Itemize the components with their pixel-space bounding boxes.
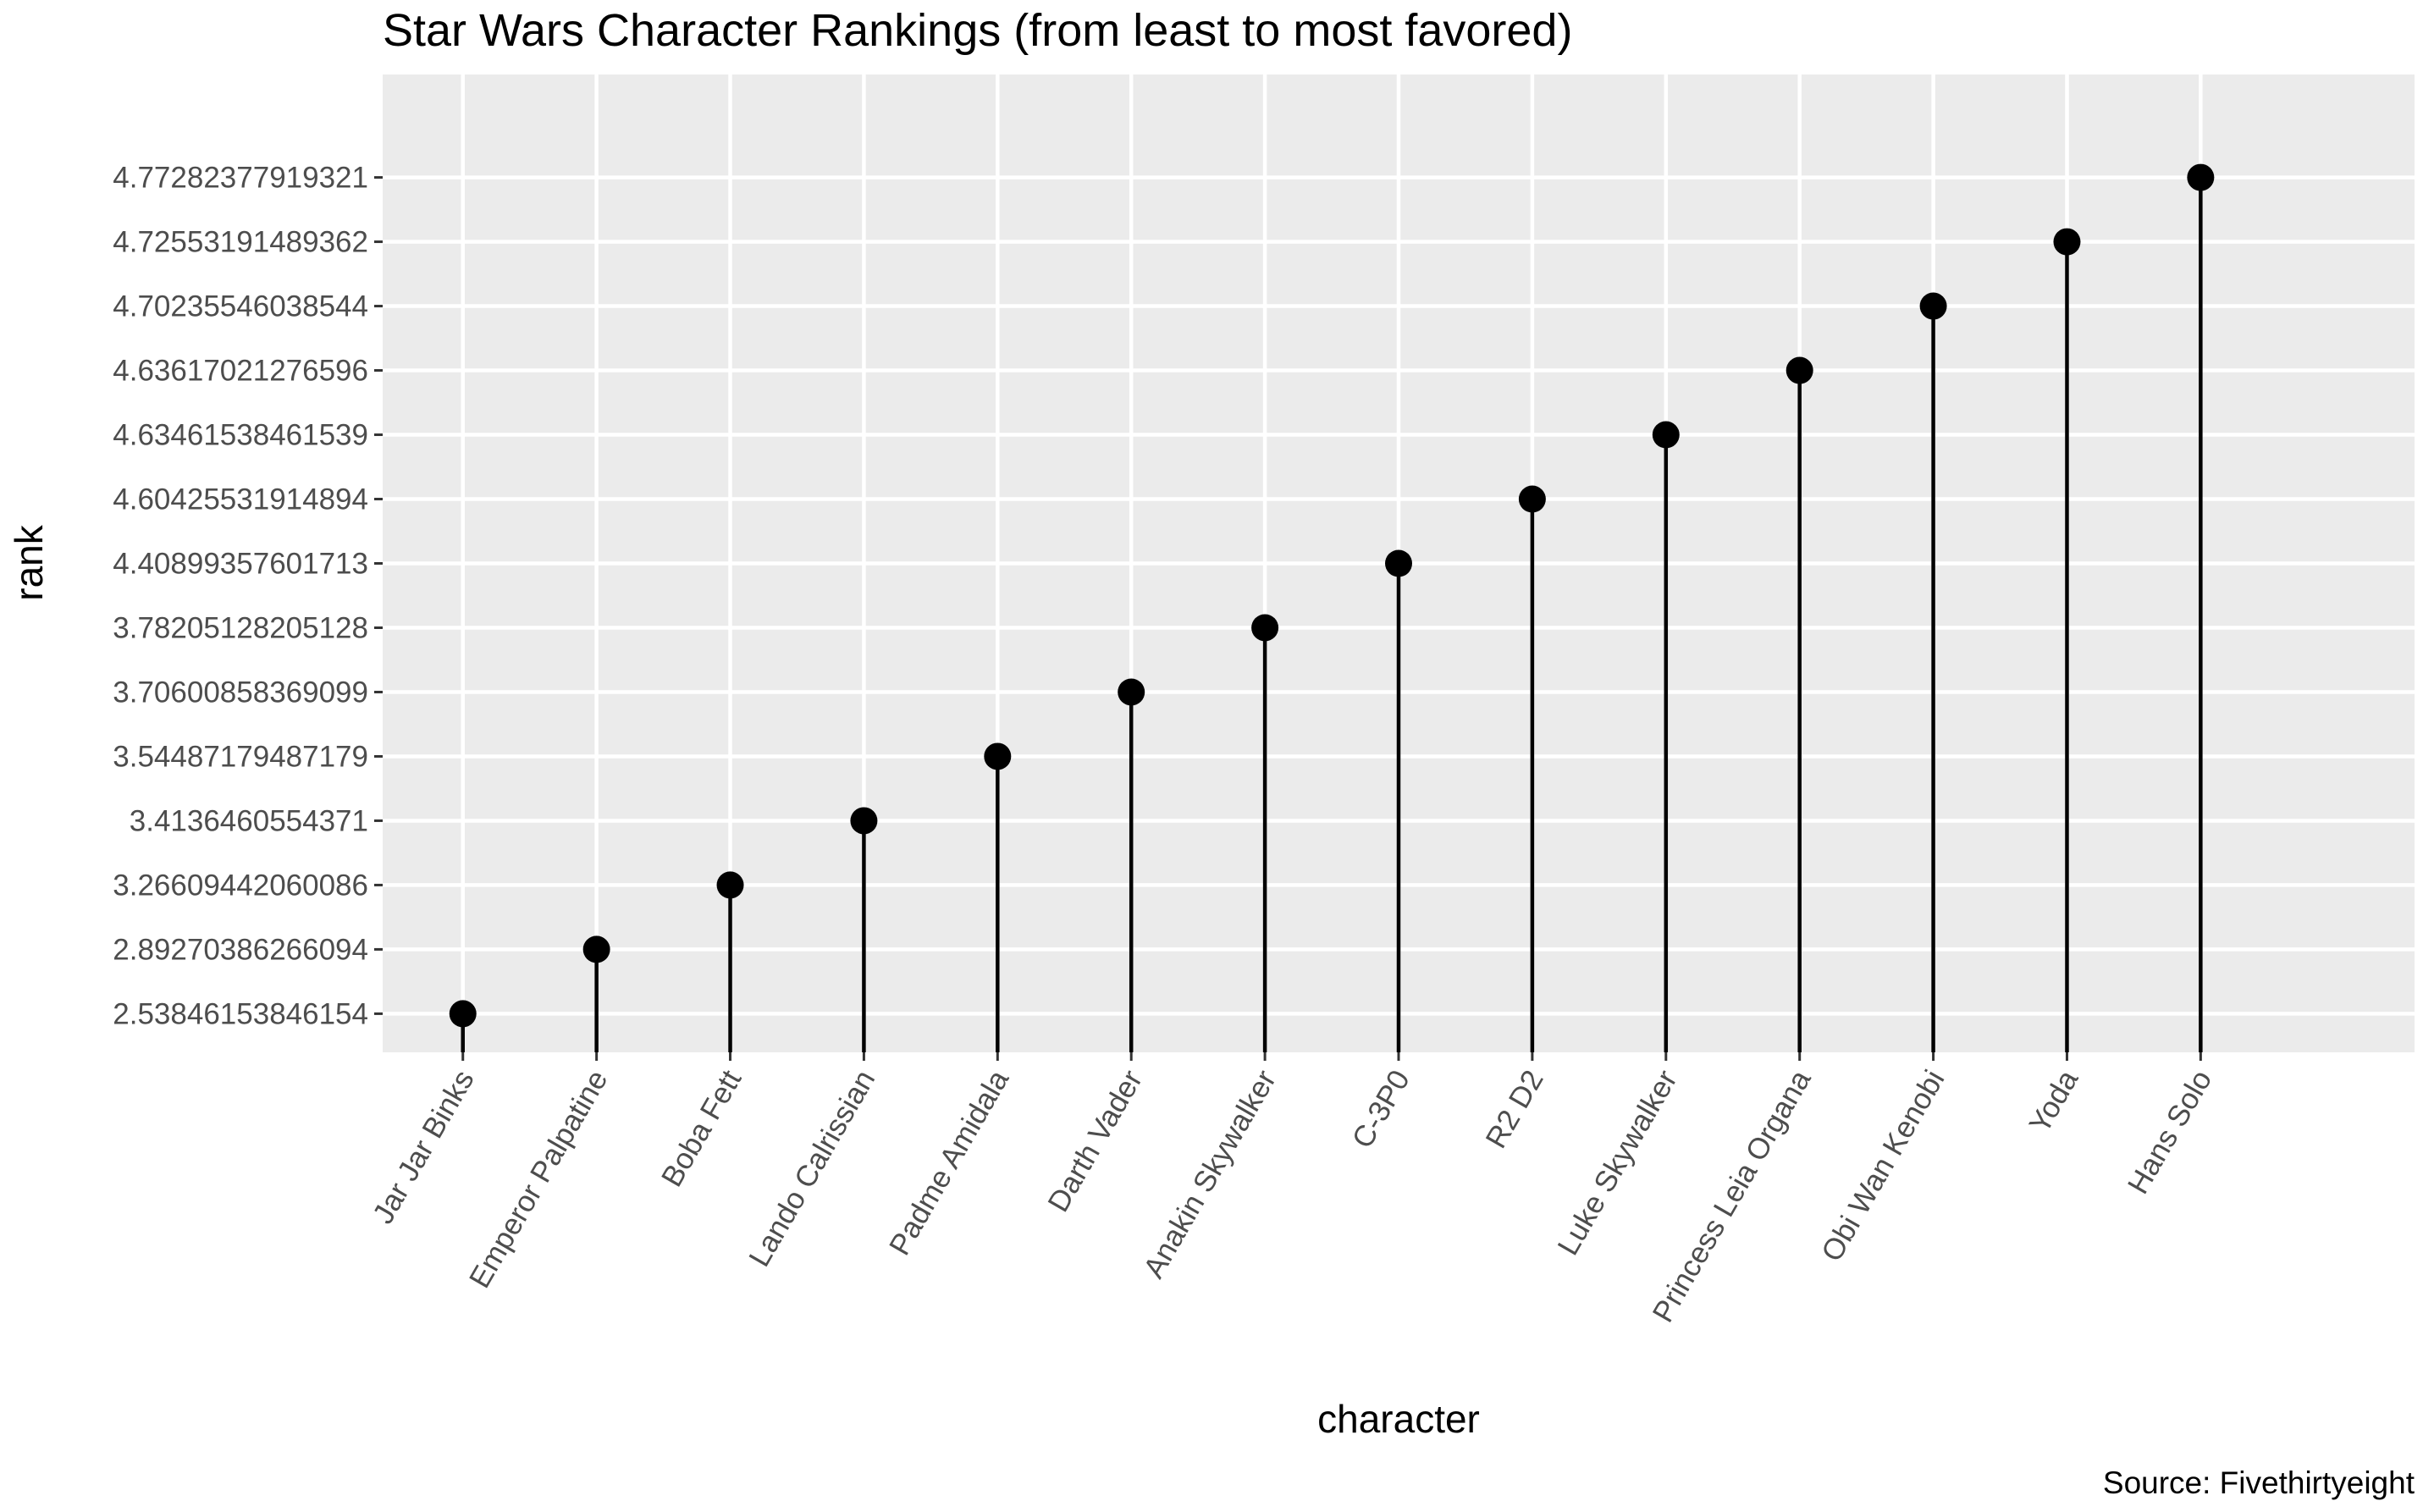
y-tick-label: 4.72553191489362 <box>113 226 368 259</box>
lollipop-point <box>1251 614 1279 642</box>
lollipop-point <box>1118 678 1145 706</box>
lollipop-point <box>449 1000 477 1028</box>
lollipop-point <box>2187 163 2215 191</box>
y-tick-label: 4.63461538461539 <box>113 419 368 452</box>
lollipop-point <box>1919 292 1947 320</box>
y-tick-label: 4.77282377919321 <box>113 162 368 195</box>
lollipop-point <box>582 935 610 963</box>
lollipop-point <box>1385 549 1412 577</box>
y-tick-label: 3.78205128205128 <box>113 611 368 644</box>
y-axis: 2.53846153846154 2.89270386266094 3.266094… <box>113 162 383 1030</box>
y-tick-label: 3.4136460554371 <box>130 804 368 837</box>
y-tick-label: 4.63617021276596 <box>113 355 368 388</box>
x-axis-title: character <box>1317 1397 1480 1441</box>
y-tick-label: 4.60425531914894 <box>113 483 368 516</box>
y-tick-label: 3.26609442060086 <box>113 869 368 902</box>
y-tick-label: 3.54487179487179 <box>113 740 368 773</box>
lollipop-stems <box>461 177 2203 1052</box>
y-tick-label: 4.70235546038544 <box>113 290 368 323</box>
lollipop-point <box>1652 421 1680 449</box>
source-caption: Source: Fivethirtyeight <box>2103 1465 2415 1500</box>
lollipop-point <box>1518 485 1546 513</box>
y-axis-title: rank <box>7 524 51 600</box>
lollipop-point <box>1786 356 1813 384</box>
lollipop-point <box>2053 228 2081 256</box>
y-tick-label: 3.70600858369099 <box>113 676 368 709</box>
lollipop-point <box>716 871 744 899</box>
lollipop-point <box>984 742 1012 770</box>
y-tick-label: 2.53846153846154 <box>113 997 368 1030</box>
y-tick-label: 4.40899357601713 <box>113 548 368 581</box>
lollipop-points <box>449 163 2215 1028</box>
lollipop-point <box>850 807 878 835</box>
chart-title: Star Wars Character Rankings (from least… <box>383 5 1572 56</box>
y-tick-label: 2.89270386266094 <box>113 933 368 966</box>
